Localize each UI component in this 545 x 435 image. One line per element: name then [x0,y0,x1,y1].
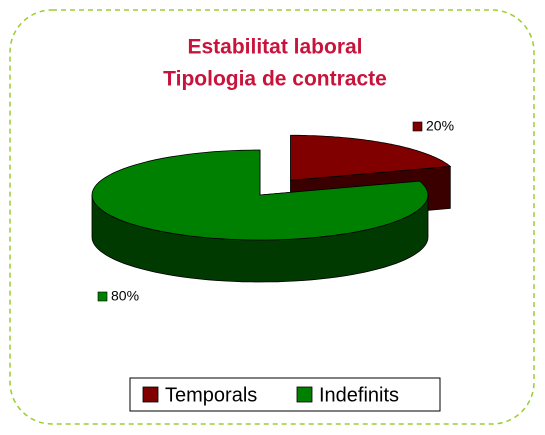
legend-swatch [142,386,159,403]
data-label: 20% [426,118,454,134]
legend-label: Indefinits [319,384,399,406]
label-key [97,291,108,302]
legend: Temporals Indefinits [142,384,399,406]
pie: 20% 80% [91,118,454,304]
slice-top [290,134,452,181]
label-key [412,121,423,132]
chart-subtitle: Tipologia de contracte [163,68,387,91]
slice-top [91,149,429,241]
pie-slice [91,149,429,283]
legend-swatch [296,386,313,403]
legend-box [129,377,441,412]
legend-label: Temporals [165,384,257,406]
data-label: 80% [111,288,139,304]
chart-title: Estabilitat laboral [187,36,362,59]
